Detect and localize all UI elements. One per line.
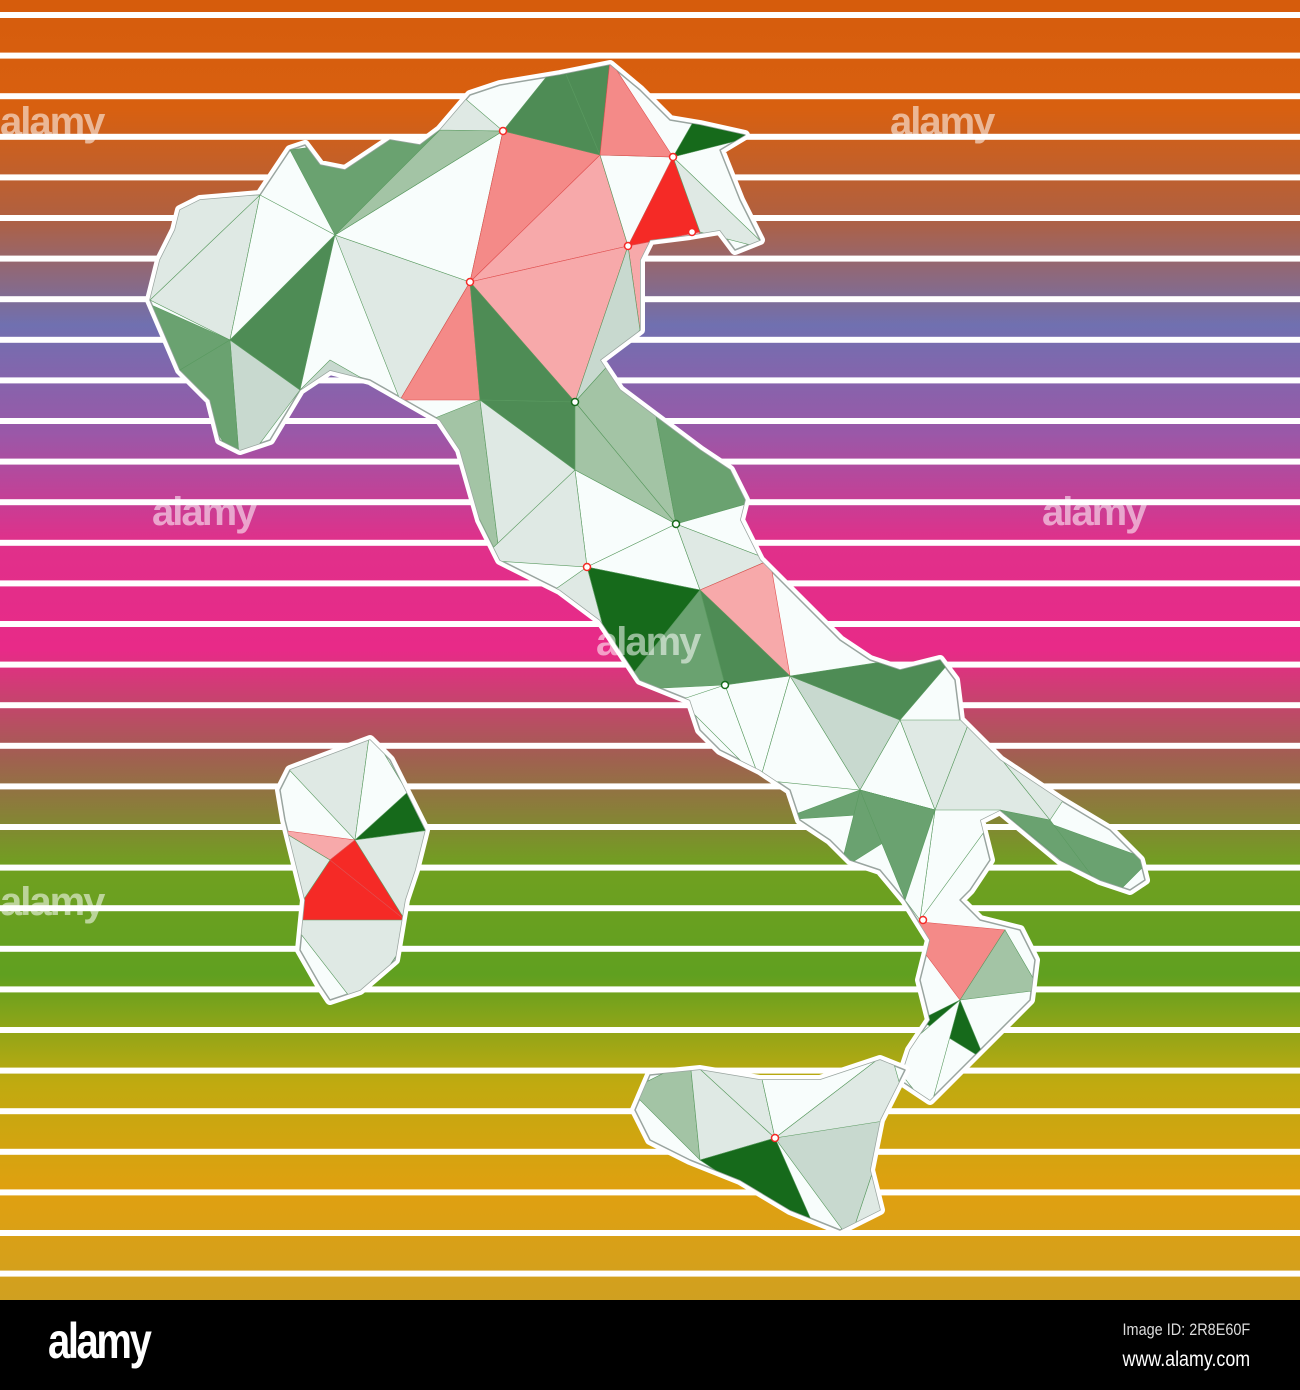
stripe (0, 1148, 1300, 1155)
footer-bar: alamy Image ID: 2R8E60F www.alamy.com (0, 1300, 1300, 1390)
vertex-marker (918, 915, 928, 925)
watermark: alamy (890, 100, 995, 144)
stripe (0, 52, 1300, 59)
stripe (0, 255, 1300, 262)
stripe (0, 742, 1300, 749)
stripe (0, 986, 1300, 993)
alamy-logo: alamy (48, 1313, 152, 1369)
stripe (0, 12, 1300, 18)
italy-lowpoly-map-illustration (0, 0, 1300, 1300)
vertex-marker (671, 519, 681, 529)
image-id: Image ID: 2R8E60F (1122, 1320, 1250, 1339)
vertex-marker (720, 680, 730, 690)
vertex-marker (498, 126, 508, 136)
polygon-facet (904, 809, 936, 921)
stripe (0, 336, 1300, 343)
watermark: alamy (152, 490, 257, 534)
stripe (0, 1189, 1300, 1196)
polygon-facet (759, 675, 861, 791)
polygon-facet (672, 156, 772, 251)
stripe (0, 702, 1300, 709)
watermark: alamy (1042, 490, 1147, 534)
stripe (0, 945, 1300, 952)
mainland-italy (145, 60, 1150, 1105)
vertex-marker (687, 227, 697, 237)
stripe (0, 783, 1300, 790)
polygon-facet (619, 589, 726, 691)
vertex-marker (770, 1133, 780, 1143)
watermark: alamy (0, 100, 105, 144)
website-url: www.alamy.com (1122, 1348, 1250, 1371)
stripe (0, 1270, 1300, 1277)
stripe (0, 296, 1300, 303)
italy-map (145, 60, 1150, 1235)
polygon-facet (599, 65, 674, 158)
watermark: alamy (0, 880, 105, 924)
vertex-marker (668, 152, 678, 162)
vertex-marker (465, 277, 475, 287)
stripe (0, 824, 1300, 830)
watermark: alamy (596, 620, 701, 664)
sardinia (275, 735, 430, 1005)
stripe (0, 377, 1300, 384)
polygon-facet (959, 929, 1041, 1001)
stripe (0, 1027, 1300, 1033)
vertex-marker (582, 562, 592, 572)
polygon-facet (788, 649, 961, 721)
vertex-marker (623, 241, 633, 251)
polygon-facet (889, 999, 961, 1100)
polygon-facet (479, 469, 588, 568)
stripe (0, 905, 1300, 912)
stripe (0, 864, 1300, 871)
stripe (0, 1230, 1300, 1236)
polygon-facet (919, 999, 986, 1061)
vertex-marker (570, 397, 580, 407)
